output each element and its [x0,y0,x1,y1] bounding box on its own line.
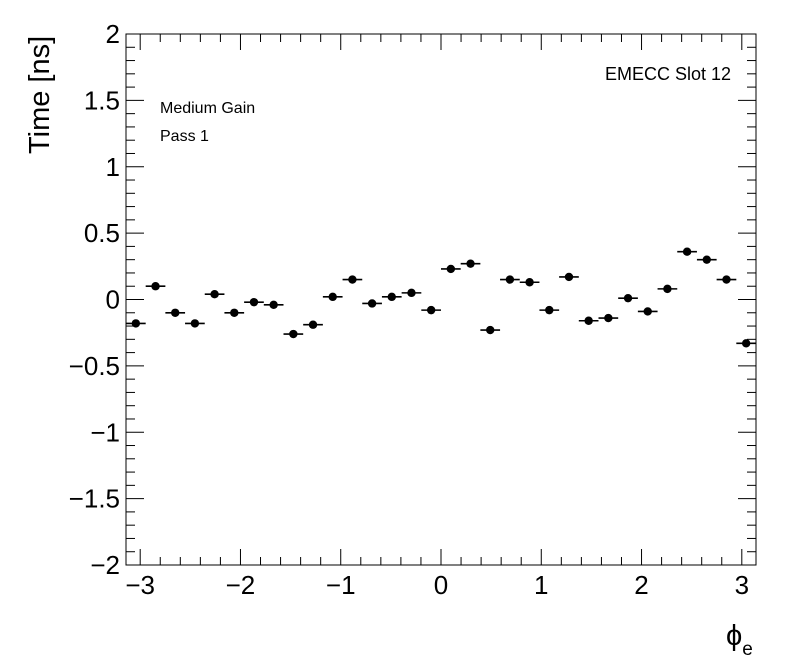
y-tick-label: 2 [106,19,120,49]
point-marker [623,293,633,303]
point-marker [702,255,711,264]
data-point [559,272,579,282]
annotation-slot: EMECC Slot 12 [605,64,731,84]
data-point [126,319,146,328]
point-marker [486,325,495,335]
point-marker [722,275,731,284]
x-tick-label: 2 [634,570,648,600]
point-marker [426,305,436,315]
data-point [322,292,343,302]
point-marker [584,316,593,325]
y-tick-label: −1 [90,417,120,447]
point-marker [348,275,357,284]
y-tick-label: −1.5 [69,484,120,514]
data-point [342,275,363,284]
point-marker [545,305,554,315]
data-point [421,305,441,315]
x-tick-label: 0 [434,570,448,600]
axis-tick-labels: −3 −2 −1 0 1 2 3−2−1.5−1−0.500.511.52 [69,19,749,600]
point-marker [151,282,160,291]
x-tick-label: 3 [735,570,749,600]
data-point [637,307,658,316]
x-tick-label: −3 [125,570,155,600]
point-marker [525,278,534,287]
data-point [441,264,461,274]
point-marker [466,259,475,268]
data-points [126,247,756,348]
point-marker [564,272,574,282]
data-point [303,320,323,329]
data-point [283,329,304,339]
point-marker [505,275,515,284]
data-point [657,284,678,294]
point-marker [308,320,318,329]
x-tick-label: −2 [226,570,256,600]
data-point [716,275,737,284]
annotation-gain: Medium Gain [160,100,255,117]
data-point [204,289,225,299]
point-marker [387,292,396,302]
x-axis-title: ϕe [726,620,753,660]
y-tick-label: −0.5 [69,351,120,381]
data-point [362,299,382,308]
x-axis-title-main: ϕ [726,620,742,652]
y-axis-title: Time [ns] [24,36,56,154]
x-axis-title-subscript: e [742,639,753,660]
point-marker [367,299,377,308]
y-tick-label: 0.5 [84,218,120,248]
point-marker [171,308,180,317]
y-tick-label: 0 [106,285,120,315]
y-tick-label: −2 [90,550,120,580]
y-tick-label: 1 [106,152,120,182]
data-point [244,297,264,307]
data-point [460,259,481,268]
point-marker [249,297,259,307]
point-marker [269,300,278,310]
x-tick-label: 1 [534,570,548,600]
point-marker [446,264,456,274]
data-point [224,308,245,317]
point-marker [407,288,416,298]
data-point [165,308,186,317]
data-point [263,300,284,310]
data-point [677,247,697,256]
data-point [736,339,756,348]
data-point [696,255,717,264]
y-tick-label: 1.5 [84,85,120,115]
data-point [598,313,619,323]
data-point [480,325,501,335]
data-point [401,288,422,298]
point-marker [604,313,613,323]
annotation-pass: Pass 1 [160,128,209,145]
point-marker [682,247,692,256]
data-point [500,275,520,284]
point-marker [289,329,298,339]
point-marker [210,289,219,299]
point-marker [328,292,337,302]
data-point [145,282,166,291]
data-point [618,293,638,303]
point-marker [643,307,652,316]
point-marker [663,284,672,294]
axis-ticks [126,33,756,566]
data-point [185,319,205,328]
point-marker [131,319,141,328]
point-marker [230,308,239,317]
point-marker [190,319,200,328]
x-tick-label: −1 [326,570,356,600]
point-marker [741,339,751,348]
data-point [381,292,402,302]
data-point [539,305,560,315]
data-point [578,316,599,325]
data-point [519,278,540,287]
